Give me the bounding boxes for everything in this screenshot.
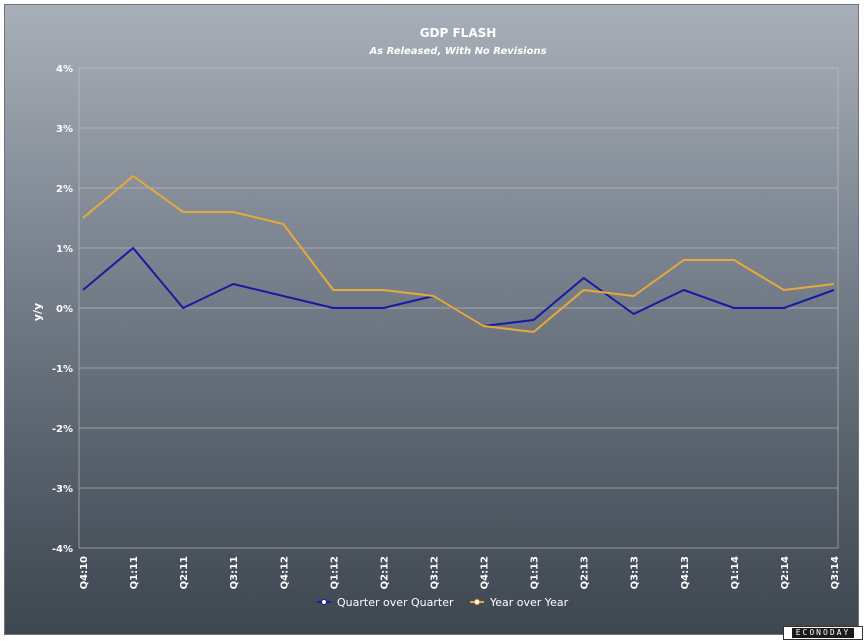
x-tick-label: Q4:12	[279, 556, 290, 589]
x-tick-label: Q3:12	[429, 556, 440, 589]
y-axis-label: y/y	[31, 303, 44, 321]
x-tick-label: Q3:14	[830, 556, 841, 589]
x-tick-label: Q1:13	[530, 556, 541, 589]
legend-marker-icon	[321, 599, 327, 605]
y-tick-label: 2%	[56, 184, 73, 195]
y-tick-label: -1%	[52, 364, 73, 375]
x-tick-label: Q2:12	[379, 556, 390, 589]
chart: GDP FLASH As Released, With No Revisions…	[31, 26, 841, 609]
legend: Quarter over Quarter Year over Year	[317, 596, 569, 609]
y-tick-label: -3%	[52, 484, 73, 495]
econoday-logo: ECONODAY	[783, 626, 863, 640]
legend-marker-icon	[474, 599, 480, 605]
chart-frame: GDP FLASH As Released, With No Revisions…	[4, 4, 863, 640]
series-line-year-over-year	[82, 175, 835, 333]
x-tick-label: Q2:11	[179, 556, 190, 589]
x-tick-label: Q4:10	[79, 556, 90, 589]
x-tick-label: Q1:11	[129, 556, 140, 589]
y-axis-ticks: 4% 3% 2% 1% 0% -1% -2% -3% -4%	[52, 64, 73, 555]
y-tick-label: 3%	[56, 124, 73, 135]
series-layer	[82, 175, 835, 333]
logo-text: ECONODAY	[791, 628, 855, 638]
x-tick-label: Q4:13	[680, 556, 691, 589]
y-tick-label: -2%	[52, 424, 73, 435]
grid-layer	[78, 67, 839, 549]
legend-label: Year over Year	[489, 596, 569, 609]
y-tick-label: 1%	[56, 244, 73, 255]
x-tick-label: Q1:12	[329, 556, 340, 589]
x-tick-label: Q2:13	[580, 556, 591, 589]
y-tick-label: -4%	[52, 544, 73, 555]
x-tick-label: Q3:13	[630, 556, 641, 589]
y-tick-label: 4%	[56, 64, 73, 75]
x-tick-label: Q4:12	[480, 556, 491, 589]
legend-label: Quarter over Quarter	[337, 596, 454, 609]
y-tick-label: 0%	[56, 304, 73, 315]
x-axis-ticks: Q4:10 Q1:11 Q2:11 Q3:11 Q4:12 Q1:12 Q2:12 Q3:12…	[79, 556, 841, 589]
x-tick-label: Q3:11	[229, 556, 240, 589]
x-tick-label: Q1:14	[730, 556, 741, 589]
chart-subtitle: As Released, With No Revisions	[368, 46, 546, 57]
x-tick-label: Q2:14	[780, 556, 791, 589]
chart-title: GDP FLASH	[420, 26, 497, 40]
